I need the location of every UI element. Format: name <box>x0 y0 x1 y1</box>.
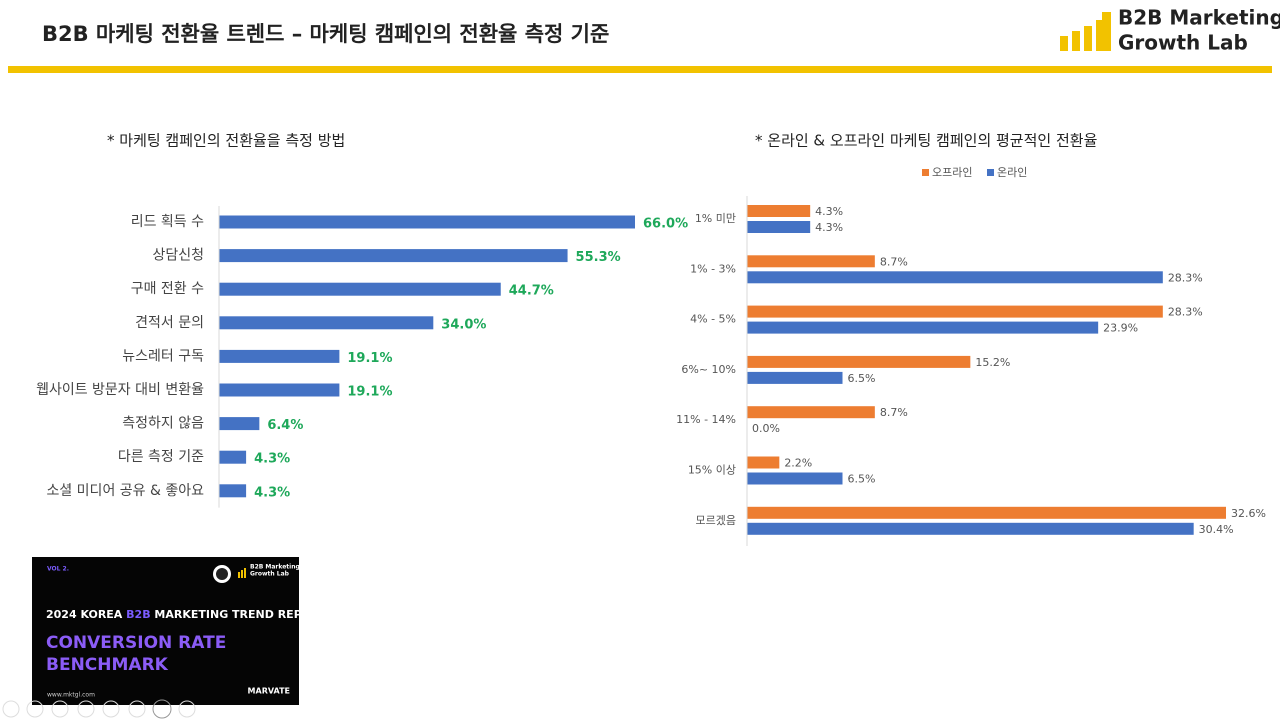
bar <box>747 371 843 384</box>
data-label: 28.3% <box>1168 306 1203 319</box>
thumbnail[interactable]: VOL 2. B2B Marketing Growth Lab 2024 KOR… <box>32 557 327 705</box>
y-tick-label: 11% - 14% <box>676 413 736 426</box>
bar <box>747 472 843 485</box>
bar <box>747 221 811 233</box>
y-tick-label: 4% - 5% <box>690 313 736 326</box>
bar <box>219 249 568 263</box>
data-label: 4.3% <box>815 221 843 234</box>
data-label: 4.3% <box>254 452 290 467</box>
y-tick-label: 리드 획득 수 <box>131 214 204 230</box>
thumb-report-part: MARKETING TREND REPORT <box>151 608 327 621</box>
bar <box>219 383 340 397</box>
y-tick-label: 상담신청 <box>152 248 204 264</box>
bar <box>747 506 1226 519</box>
logo-text: Growth Lab <box>1118 31 1248 55</box>
data-label: 15.2% <box>975 356 1010 369</box>
thumb-brand: Growth Lab <box>250 571 290 578</box>
y-tick-label: 15% 이상 <box>688 464 736 477</box>
data-label: 6.5% <box>848 473 876 486</box>
y-tick-label: 1% - 3% <box>690 262 736 275</box>
y-tick-label: 구매 전환 수 <box>131 281 204 297</box>
bar <box>747 522 1194 535</box>
data-label: 19.1% <box>347 351 392 366</box>
data-label: 23.9% <box>1103 322 1138 335</box>
legend-swatch <box>922 169 929 176</box>
y-tick-label: 측정하지 않음 <box>122 416 204 432</box>
bar <box>747 321 1099 334</box>
bar <box>747 355 971 368</box>
thumb-headline: BENCHMARK <box>46 655 169 675</box>
bar <box>219 484 247 498</box>
bar <box>747 205 811 217</box>
y-tick-label: 소셜 미디어 공유 & 좋아요 <box>46 483 204 499</box>
header-rule <box>8 66 1272 73</box>
data-label: 6.5% <box>848 372 876 385</box>
chart-title: * 온라인 & 오프라인 마케팅 캠페인의 평균적인 전환율 <box>755 132 1097 150</box>
y-tick-label: 뉴스레터 구독 <box>122 348 204 364</box>
bar <box>219 450 247 464</box>
bar <box>747 305 1163 318</box>
data-label: 4.3% <box>254 485 290 500</box>
thumb-vol: VOL 2. <box>47 566 69 573</box>
thumb-brand: B2B Marketing <box>250 564 300 571</box>
bar <box>219 349 340 363</box>
data-label: 6.4% <box>267 418 303 433</box>
thumb-report-part: B2B <box>126 608 150 621</box>
thumb-report-part: 2024 KOREA <box>46 608 126 621</box>
data-label: 4.3% <box>815 205 843 218</box>
legend-label: 오프라인 <box>932 166 972 179</box>
data-label: 8.7% <box>880 406 908 419</box>
data-label: 66.0% <box>643 217 688 232</box>
thumb-headline: CONVERSION RATE <box>46 633 226 653</box>
data-label: 34.0% <box>441 317 486 332</box>
y-tick-label: 다른 측정 기준 <box>118 449 204 465</box>
bar <box>747 255 875 268</box>
data-label: 8.7% <box>880 255 908 268</box>
legend-label: 온라인 <box>997 166 1027 179</box>
data-label: 28.3% <box>1168 271 1203 284</box>
bar <box>219 316 434 330</box>
y-tick-label: 견적서 문의 <box>135 315 204 331</box>
y-tick-label: 모르겠음 <box>696 514 736 527</box>
bar <box>747 406 875 419</box>
bar <box>219 417 260 431</box>
data-label: 2.2% <box>784 457 812 470</box>
logo-text: B2B Marketing <box>1118 6 1280 30</box>
data-label: 32.6% <box>1231 507 1266 520</box>
legend-swatch <box>987 169 994 176</box>
data-label: 0.0% <box>752 422 780 435</box>
chart-title: * 마케팅 캠페인의 전환율을 측정 방법 <box>107 132 345 150</box>
bar <box>747 271 1163 284</box>
thumb-url: www.mktgl.com <box>47 692 95 699</box>
thumb-partner: MARVATE <box>248 687 290 696</box>
y-tick-label: 웹사이트 방문자 대비 변환율 <box>36 382 204 398</box>
bar <box>219 282 501 296</box>
slide-title: B2B 마케팅 전환율 트렌드 – 마케팅 캠페인의 전환율 측정 기준 <box>42 22 609 46</box>
thumb-report: 2024 KOREA B2B MARKETING TREND REPORT <box>46 608 327 621</box>
bar <box>747 456 780 469</box>
logo: B2B Marketing Growth Lab <box>1060 6 1280 55</box>
data-label: 30.4% <box>1199 523 1234 536</box>
y-tick-label: 6%~ 10% <box>681 363 736 376</box>
toolbar <box>2 699 196 719</box>
data-label: 19.1% <box>347 385 392 400</box>
data-label: 44.7% <box>509 284 554 299</box>
bar <box>219 215 635 229</box>
data-label: 55.3% <box>576 250 621 265</box>
y-tick-label: 1% 미만 <box>695 212 736 225</box>
